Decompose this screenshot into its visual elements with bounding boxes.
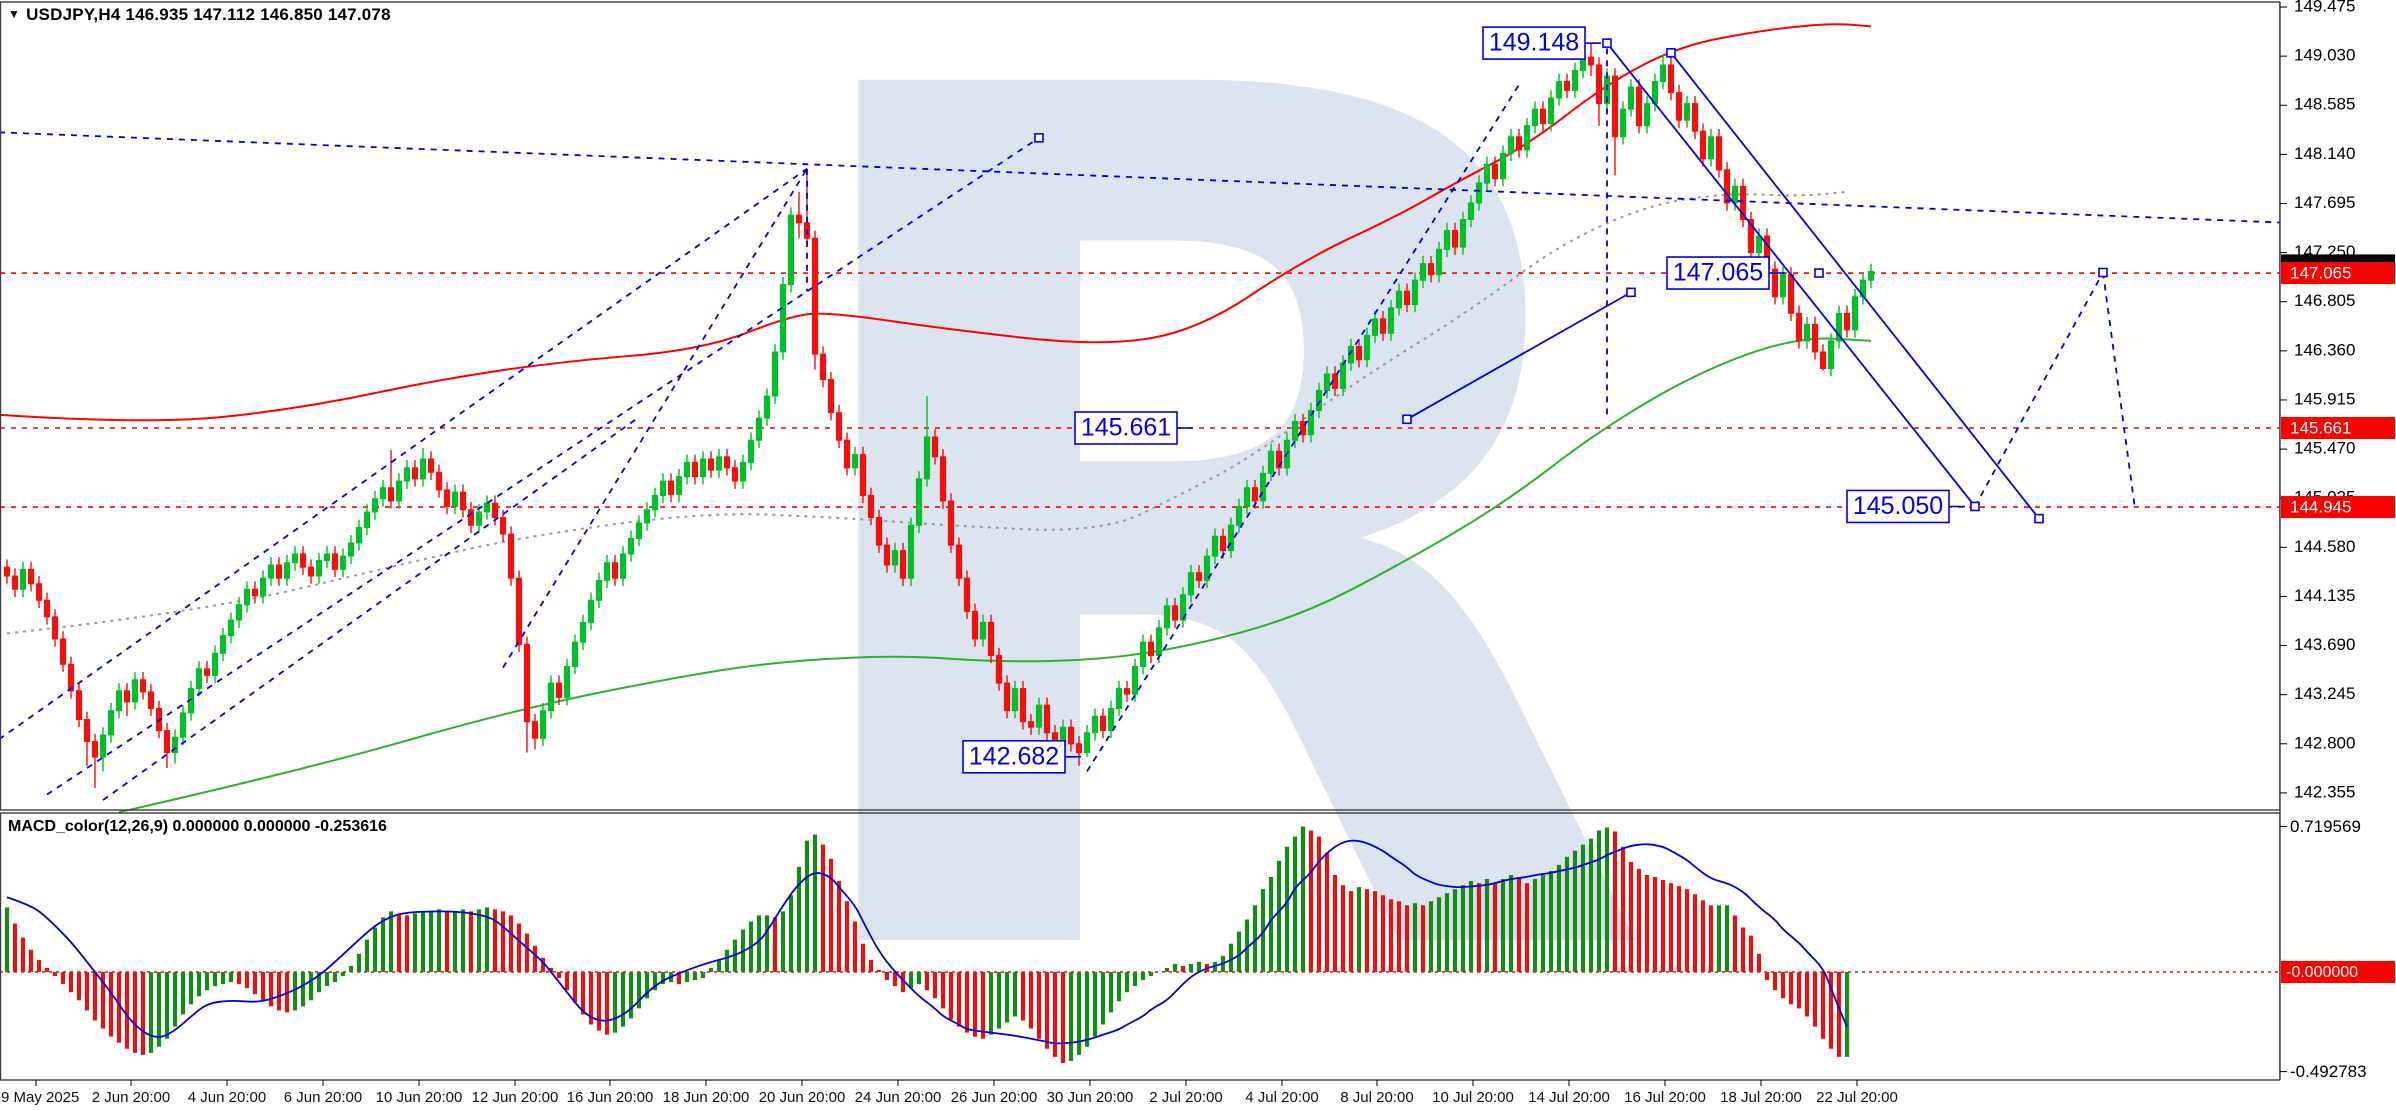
- time-tick-label: 16 Jun 20:00: [567, 1089, 654, 1106]
- anchor-square: [1602, 38, 1612, 48]
- anchor-square: [2098, 267, 2108, 278]
- price-tick-label: 145.915: [2294, 389, 2355, 408]
- time-tick-label: 2 Jun 20:00: [92, 1089, 170, 1106]
- svg-text:144.945: 144.945: [2290, 498, 2351, 517]
- anchor-square: [1626, 287, 1636, 298]
- price-label-box: [1482, 26, 1586, 60]
- chart-title: ▼ USDJPY,H4 146.935 147.112 146.850 147.0…: [8, 5, 391, 25]
- price-text-labels[interactable]: 149.148 147.065 145.661 145.050 142.682: [962, 26, 1965, 774]
- price-label-text: 145.050: [1853, 492, 1943, 520]
- anchor-square: [1970, 501, 1980, 512]
- svg-text:-0.000000: -0.000000: [2286, 964, 2358, 981]
- symbol-timeframe-label: USDJPY,H4: [26, 5, 121, 24]
- time-axis[interactable]: 29 May 2025 2 Jun 20:00 4 Jun 20:00 6 Jun 2…: [0, 1080, 1898, 1106]
- ohlc-open: 146.935: [125, 5, 189, 24]
- price-label-text: 145.661: [1081, 414, 1171, 442]
- price-tick-label: 142.800: [2294, 733, 2355, 752]
- trendline-forecast-down: [2102, 272, 2136, 509]
- level-price-badge: [2281, 417, 2395, 439]
- price-tick-label: 143.690: [2294, 635, 2355, 654]
- trendline-pullback-support: [1406, 291, 1632, 421]
- price-tick-label: 147.695: [2294, 193, 2355, 212]
- price-tick-label: 142.355: [2294, 782, 2355, 801]
- price-tick-label: 144.580: [2294, 537, 2355, 556]
- level-price-badge: [2281, 496, 2395, 519]
- collapse-arrow-icon[interactable]: ▼: [8, 7, 21, 21]
- macd-axis-label: 0.719569: [2290, 817, 2361, 836]
- macd-zero-badge: [2281, 961, 2395, 983]
- time-tick-label: 10 Jul 20:00: [1432, 1089, 1514, 1106]
- time-tick-label: 24 Jun 20:00: [855, 1089, 942, 1106]
- trendline-down-channel-2: [1670, 52, 2040, 520]
- time-tick-label: 18 Jul 20:00: [1720, 1089, 1802, 1106]
- anchor-square: [1402, 414, 1412, 425]
- time-tick-label: 4 Jul 20:00: [1245, 1089, 1318, 1106]
- trendline-ascending-channel-lower: [102, 416, 640, 801]
- anchor-square: [1034, 133, 1044, 143]
- time-tick-label: 29 May 2025: [0, 1089, 79, 1106]
- price-tick-label: 148.140: [2294, 144, 2355, 163]
- macd-indicator-label: MACD_color(12,26,9) 0.000000 0.000000 -0…: [8, 818, 387, 835]
- price-tick-label: 145.470: [2294, 439, 2355, 458]
- anchor-square: [1666, 48, 1676, 58]
- time-tick-label: 26 Jun 20:00: [951, 1089, 1038, 1106]
- price-tick-label: 149.030: [2294, 46, 2355, 65]
- price-tick-label: 144.135: [2294, 586, 2355, 605]
- macd-panel[interactable]: [0, 826, 2280, 1063]
- ohlc-high: 147.112: [193, 5, 256, 24]
- trendline-ascending-channel-upper: [0, 167, 808, 740]
- price-tick-label: 146.805: [2294, 291, 2355, 310]
- time-tick-label: 4 Jun 20:00: [188, 1089, 266, 1106]
- ohlc-low: 146.850: [260, 5, 323, 24]
- price-tick-label: 149.475: [2294, 0, 2355, 16]
- anchor-square: [2034, 513, 2044, 524]
- time-tick-label: 22 Jul 20:00: [1816, 1089, 1898, 1106]
- price-tick-label: 146.360: [2294, 340, 2355, 359]
- anchor-square: [1814, 268, 1824, 278]
- price-label-text: 147.065: [1673, 259, 1763, 287]
- time-tick-label: 20 Jun 20:00: [759, 1089, 846, 1106]
- time-tick-label: 18 Jun 20:00: [663, 1089, 750, 1106]
- time-tick-label: 16 Jul 20:00: [1624, 1089, 1706, 1106]
- price-tick-label: 143.245: [2294, 684, 2355, 703]
- time-tick-label: 30 Jun 20:00: [1047, 1089, 1134, 1106]
- time-tick-label: 6 Jun 20:00: [284, 1089, 362, 1106]
- trendline-forecast-up: [1974, 272, 2104, 507]
- trendline-rally-support: [1086, 84, 1520, 772]
- time-tick-label: 14 Jul 20:00: [1528, 1089, 1610, 1106]
- time-tick-label: 2 Jul 20:00: [1149, 1089, 1222, 1106]
- level-price-badge: [2281, 262, 2395, 285]
- price-label-box: [962, 740, 1066, 774]
- price-label-box: [1666, 256, 1770, 290]
- ohlc-close: 147.078: [327, 5, 391, 24]
- price-label-box: [1846, 489, 1950, 524]
- svg-text:147.065: 147.065: [2290, 264, 2351, 283]
- price-axis[interactable]: 149.475149.030148.585148.140147.695147.2…: [2279, 0, 2396, 1110]
- trendline-down-channel-1: [1606, 42, 1976, 508]
- price-label-text: 149.148: [1489, 29, 1579, 57]
- candles-layer: [3, 43, 1875, 788]
- time-tick-label: 12 Jun 20:00: [472, 1089, 559, 1106]
- macd-axis[interactable]: 0.719569 -0.492783 -0.000000: [2280, 817, 2395, 1081]
- time-tick-label: 8 Jul 20:00: [1340, 1089, 1413, 1106]
- trendline-ascending-steep: [502, 168, 808, 669]
- price-label-text: 142.682: [969, 742, 1059, 770]
- price-label-box: [1074, 411, 1178, 445]
- macd-axis-label: -0.492783: [2290, 1062, 2367, 1081]
- svg-text:145.661: 145.661: [2290, 418, 2351, 437]
- trendline-objects[interactable]: [0, 38, 2344, 801]
- time-tick-label: 10 Jun 20:00: [376, 1089, 463, 1106]
- price-tick-label: 148.585: [2294, 95, 2355, 114]
